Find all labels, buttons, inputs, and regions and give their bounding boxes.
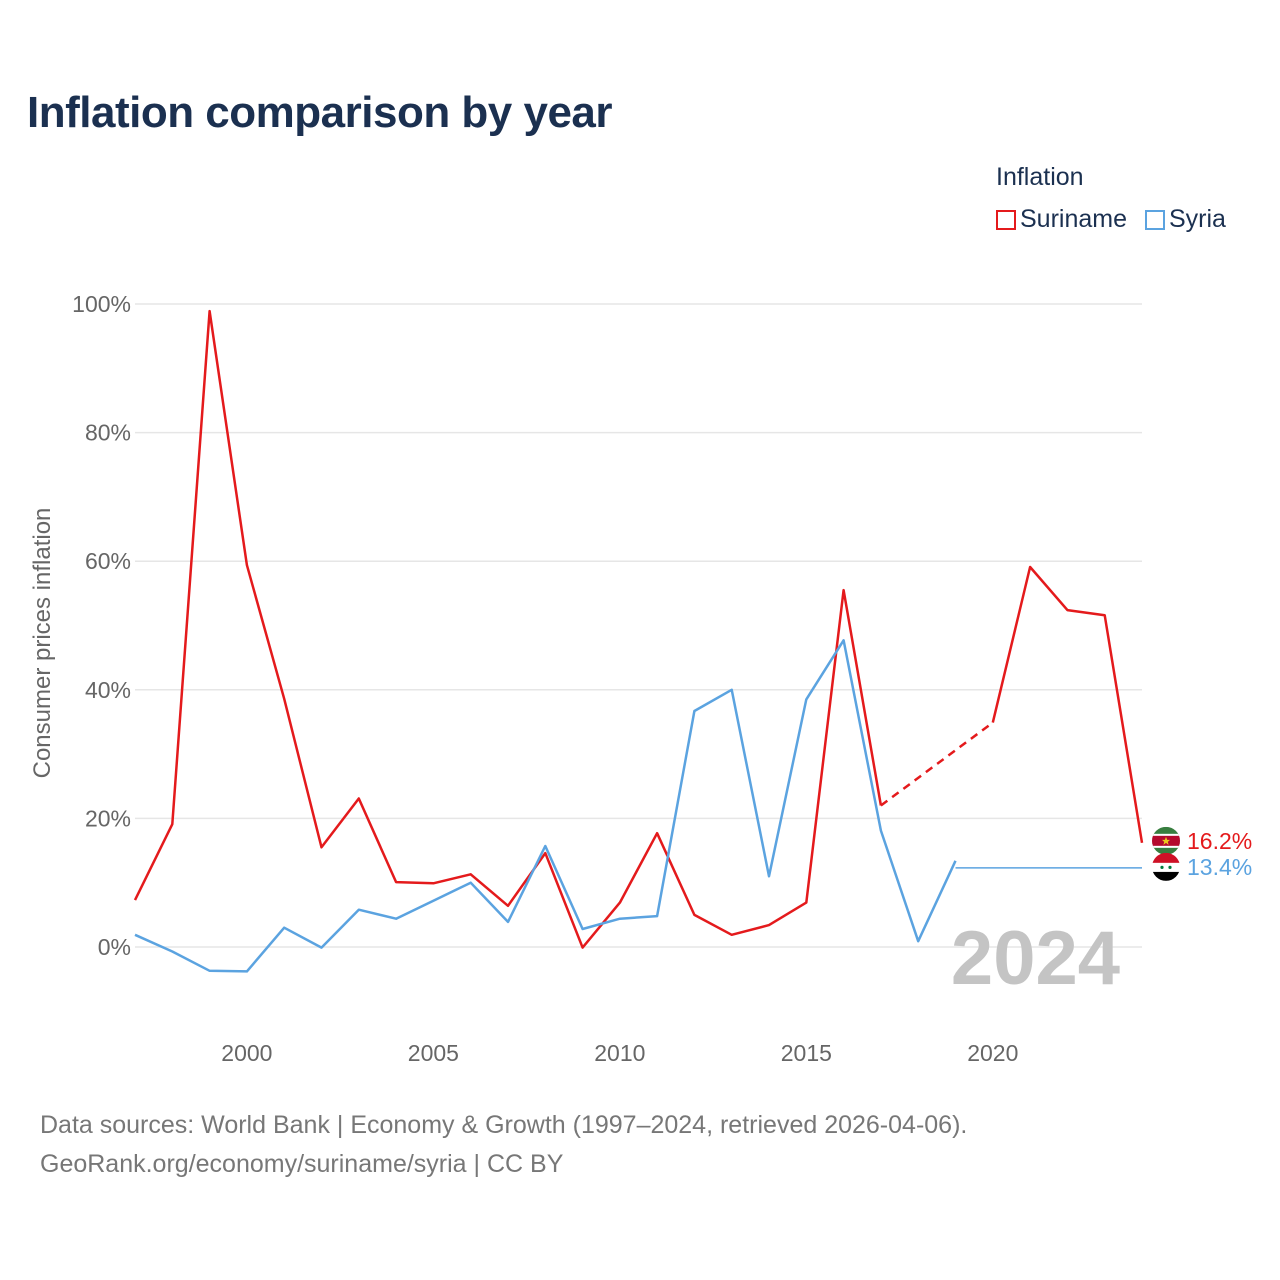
data-point-suriname[interactable] bbox=[468, 871, 474, 877]
data-point-syria[interactable] bbox=[654, 913, 660, 919]
footer-credit[interactable]: GeoRank.org/economy/suriname/syria | CC … bbox=[40, 1150, 564, 1178]
data-point-syria[interactable] bbox=[281, 925, 287, 931]
data-point-syria[interactable] bbox=[766, 873, 772, 879]
data-point-syria[interactable] bbox=[729, 687, 735, 693]
y-tick-label: 60% bbox=[85, 548, 131, 574]
data-point-suriname[interactable] bbox=[1064, 607, 1070, 613]
data-point-syria[interactable] bbox=[207, 968, 213, 974]
data-point-suriname[interactable] bbox=[318, 844, 324, 850]
data-point-suriname[interactable] bbox=[430, 880, 436, 886]
data-point-syria[interactable] bbox=[356, 907, 362, 913]
data-point-suriname[interactable] bbox=[691, 912, 697, 918]
data-point-syria[interactable] bbox=[841, 637, 847, 643]
legend-item-suriname[interactable]: Suriname bbox=[996, 205, 1127, 234]
chart-title: Inflation comparison by year bbox=[27, 88, 613, 137]
y-tick-label: 0% bbox=[98, 934, 131, 960]
y-tick-label: 20% bbox=[85, 805, 131, 831]
series-lines bbox=[132, 308, 1145, 974]
data-point-suriname[interactable] bbox=[878, 803, 884, 809]
footer-source: Data sources: World Bank | Economy & Gro… bbox=[40, 1111, 968, 1139]
data-point-suriname[interactable] bbox=[617, 900, 623, 906]
data-point-syria[interactable] bbox=[953, 858, 959, 864]
legend: Suriname Syria bbox=[996, 205, 1226, 234]
data-point-suriname[interactable] bbox=[803, 900, 809, 906]
series-line-suriname bbox=[133, 309, 883, 949]
x-tick-label: 2020 bbox=[967, 1040, 1018, 1066]
legend-title: Inflation bbox=[996, 163, 1084, 191]
series-line-suriname bbox=[991, 565, 1144, 844]
syria-flag-icon bbox=[1152, 852, 1180, 881]
x-tick-label: 2005 bbox=[408, 1040, 459, 1066]
data-point-suriname[interactable] bbox=[1139, 840, 1145, 846]
x-tick-label: 2015 bbox=[781, 1040, 832, 1066]
data-point-syria[interactable] bbox=[542, 843, 548, 849]
data-point-suriname[interactable] bbox=[1102, 612, 1108, 618]
end-value-label-syria: 13.4% bbox=[1187, 854, 1252, 880]
x-tick-label: 2010 bbox=[594, 1040, 645, 1066]
data-point-syria[interactable] bbox=[691, 708, 697, 714]
data-point-suriname[interactable] bbox=[393, 879, 399, 885]
y-tick-label: 80% bbox=[85, 420, 131, 446]
legend-swatch-syria bbox=[1145, 209, 1165, 230]
series-line-suriname-dashed bbox=[880, 721, 994, 807]
legend-label-suriname: Suriname bbox=[1020, 205, 1127, 233]
data-point-syria[interactable] bbox=[878, 828, 884, 834]
current-year-label: 2024 bbox=[951, 916, 1120, 1001]
data-point-suriname[interactable] bbox=[169, 821, 175, 827]
data-point-suriname[interactable] bbox=[729, 932, 735, 938]
x-tick-label: 2000 bbox=[221, 1040, 272, 1066]
data-point-suriname[interactable] bbox=[654, 830, 660, 836]
data-point-suriname[interactable] bbox=[841, 587, 847, 593]
data-point-syria[interactable] bbox=[468, 880, 474, 886]
end-value-label-suriname: 16.2% bbox=[1187, 828, 1252, 854]
data-point-syria[interactable] bbox=[244, 968, 250, 974]
line-chart: 0%20%40%60%80%100% 2000 2005 2010 2015 2020 … bbox=[29, 291, 1252, 1066]
x-tick-labels: 2000 2005 2010 2015 2020 bbox=[221, 1040, 1018, 1066]
data-point-suriname[interactable] bbox=[766, 922, 772, 928]
suriname-flag-icon bbox=[1152, 826, 1180, 855]
legend-item-syria[interactable]: Syria bbox=[1145, 205, 1226, 234]
data-point-suriname[interactable] bbox=[990, 720, 996, 726]
data-point-suriname[interactable] bbox=[207, 308, 213, 314]
data-point-suriname[interactable] bbox=[1027, 564, 1033, 570]
y-tick-label: 40% bbox=[85, 677, 131, 703]
y-axis-label: Consumer prices inflation bbox=[29, 508, 56, 779]
data-point-syria[interactable] bbox=[915, 938, 921, 944]
data-point-suriname[interactable] bbox=[580, 945, 586, 951]
data-point-syria[interactable] bbox=[505, 919, 511, 925]
data-point-suriname[interactable] bbox=[356, 795, 362, 801]
data-point-syria[interactable] bbox=[132, 932, 138, 938]
footer: Data sources: World Bank | Economy & Gro… bbox=[40, 1106, 967, 1184]
data-point-suriname[interactable] bbox=[281, 696, 287, 702]
end-markers: 16.2%13.4% bbox=[1152, 826, 1252, 881]
data-point-syria[interactable] bbox=[617, 916, 623, 922]
legend-swatch-suriname bbox=[996, 209, 1016, 230]
data-point-suriname[interactable] bbox=[132, 897, 138, 903]
data-point-syria[interactable] bbox=[580, 926, 586, 932]
series-line-syria bbox=[134, 639, 957, 973]
data-point-syria[interactable] bbox=[393, 916, 399, 922]
data-point-syria[interactable] bbox=[803, 696, 809, 702]
y-tick-labels: 0% 20% 40% 60% 80% 100% bbox=[72, 291, 131, 960]
gridlines bbox=[135, 303, 1142, 948]
data-point-suriname[interactable] bbox=[505, 903, 511, 909]
data-point-syria[interactable] bbox=[169, 949, 175, 955]
legend-label-syria: Syria bbox=[1169, 205, 1226, 233]
data-point-suriname[interactable] bbox=[244, 562, 250, 568]
y-tick-label: 100% bbox=[72, 291, 131, 317]
data-point-syria[interactable] bbox=[430, 898, 436, 904]
data-point-syria[interactable] bbox=[318, 945, 324, 951]
